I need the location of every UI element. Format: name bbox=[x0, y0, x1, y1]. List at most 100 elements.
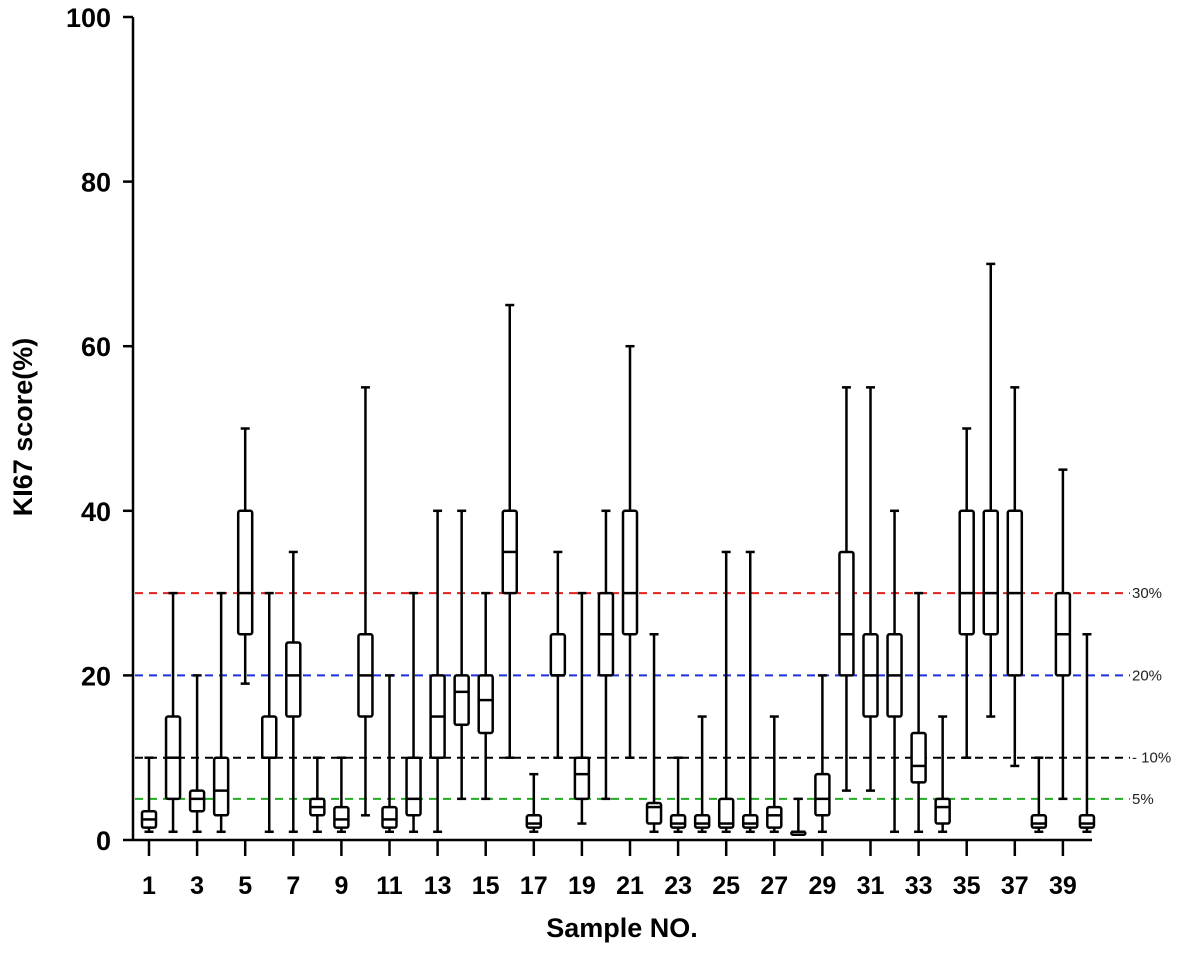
x-tick-label: 33 bbox=[905, 872, 933, 900]
iqr-box bbox=[742, 814, 759, 829]
box-sample-24 bbox=[693, 715, 711, 834]
iqr-box bbox=[910, 731, 927, 784]
x-tick-label: 21 bbox=[616, 872, 644, 900]
iqr-box bbox=[285, 641, 302, 718]
iqr-box bbox=[212, 756, 230, 817]
iqr-box bbox=[621, 509, 639, 636]
iqr-box bbox=[333, 805, 350, 829]
x-tick-label: 7 bbox=[286, 872, 300, 900]
x-axis-ticks: 1 3 5 7 9 11 13 15 17 19 21 23 25 27 29 31 33 35 37 39 bbox=[142, 840, 1077, 900]
y-tick-label: 60 bbox=[81, 332, 111, 362]
box-sample-18 bbox=[549, 550, 567, 759]
box-sample-38 bbox=[1030, 756, 1048, 834]
box-sample-11 bbox=[381, 674, 398, 834]
iqr-box bbox=[525, 814, 543, 829]
x-tick-label: 17 bbox=[520, 872, 548, 900]
box-sample-10 bbox=[357, 386, 374, 817]
box-sample-36 bbox=[982, 262, 999, 718]
box-sample-14 bbox=[453, 509, 470, 801]
iqr-box bbox=[573, 756, 591, 801]
y-tick-label: 20 bbox=[81, 661, 111, 691]
x-tick-label: 9 bbox=[334, 872, 348, 900]
box-sample-22 bbox=[645, 633, 663, 834]
x-tick-label: 37 bbox=[1001, 872, 1029, 900]
box-sample-17 bbox=[525, 772, 543, 834]
box-sample-34 bbox=[934, 715, 951, 834]
y-tick-label: 0 bbox=[96, 826, 111, 856]
x-tick-label: 5 bbox=[238, 872, 252, 900]
iqr-box bbox=[453, 674, 470, 727]
box-sample-15 bbox=[477, 591, 494, 801]
x-tick-label: 11 bbox=[376, 872, 403, 900]
x-tick-label: 25 bbox=[712, 872, 740, 900]
reference-line-label: - 10% bbox=[1132, 750, 1171, 767]
iqr-box bbox=[549, 633, 567, 677]
box-sample-2 bbox=[164, 591, 182, 834]
box-series bbox=[140, 262, 1096, 837]
iqr-box bbox=[838, 550, 855, 677]
reference-line-label: 5% bbox=[1132, 791, 1154, 808]
box-sample-40 bbox=[1078, 633, 1096, 834]
x-tick-label: 29 bbox=[808, 872, 836, 900]
y-tick-label: 100 bbox=[66, 3, 111, 33]
iqr-box bbox=[405, 756, 422, 817]
x-tick-label: 19 bbox=[568, 872, 596, 900]
reference-line-label: 30% bbox=[1132, 585, 1162, 602]
box-sample-8 bbox=[309, 756, 326, 834]
box-sample-27 bbox=[766, 715, 783, 834]
iqr-box bbox=[236, 509, 254, 636]
x-tick-label: 39 bbox=[1049, 872, 1077, 900]
iqr-box bbox=[982, 509, 999, 636]
box-sample-39 bbox=[1054, 468, 1072, 801]
reference-line-label: 20% bbox=[1132, 667, 1162, 684]
box-sample-4 bbox=[212, 591, 230, 834]
box-sample-32 bbox=[886, 509, 903, 834]
x-tick-label: 35 bbox=[953, 872, 981, 900]
box-sample-20 bbox=[597, 509, 615, 801]
box-sample-19 bbox=[573, 591, 591, 825]
box-sample-13 bbox=[429, 509, 446, 834]
iqr-box bbox=[477, 674, 494, 735]
x-tick-label: 13 bbox=[424, 872, 452, 900]
x-tick-label: 15 bbox=[472, 872, 500, 900]
iqr-box bbox=[669, 814, 687, 829]
iqr-box bbox=[958, 509, 975, 636]
iqr-box bbox=[934, 797, 951, 825]
x-axis-title: Sample NO. bbox=[546, 913, 698, 943]
iqr-box bbox=[261, 715, 278, 759]
box-sample-5 bbox=[236, 427, 254, 685]
box-sample-29 bbox=[814, 674, 831, 834]
y-tick-label: 80 bbox=[81, 168, 111, 198]
iqr-box bbox=[693, 814, 711, 829]
box-sample-37 bbox=[1006, 386, 1024, 768]
y-axis-title: KI67 score(%) bbox=[8, 338, 38, 517]
x-tick-label: 31 bbox=[857, 872, 885, 900]
x-tick-label: 27 bbox=[760, 872, 788, 900]
box-sample-30 bbox=[838, 386, 855, 792]
x-tick-label: 1 bbox=[142, 872, 156, 900]
box-sample-12 bbox=[405, 591, 422, 834]
y-axis-ticks: 0 20 40 60 80 100 bbox=[66, 3, 133, 856]
box-sample-26 bbox=[742, 550, 759, 834]
box-sample-1 bbox=[140, 756, 158, 834]
x-tick-label: 3 bbox=[190, 872, 204, 900]
iqr-box bbox=[814, 772, 831, 817]
iqr-box bbox=[188, 789, 206, 813]
box-sample-16 bbox=[501, 303, 518, 759]
iqr-box bbox=[1030, 814, 1048, 829]
iqr-box bbox=[766, 805, 783, 829]
iqr-box bbox=[1078, 814, 1096, 829]
box-sample-25 bbox=[717, 550, 735, 834]
box-sample-35 bbox=[958, 427, 975, 759]
iqr-box bbox=[717, 797, 735, 829]
box-sample-23 bbox=[669, 756, 687, 834]
box-sample-3 bbox=[188, 674, 206, 834]
box-sample-31 bbox=[862, 386, 879, 792]
y-tick-label: 40 bbox=[81, 497, 111, 527]
box-sample-28 bbox=[790, 797, 807, 837]
iqr-box bbox=[381, 805, 398, 829]
box-sample-21 bbox=[621, 344, 639, 759]
box-sample-9 bbox=[333, 756, 350, 834]
